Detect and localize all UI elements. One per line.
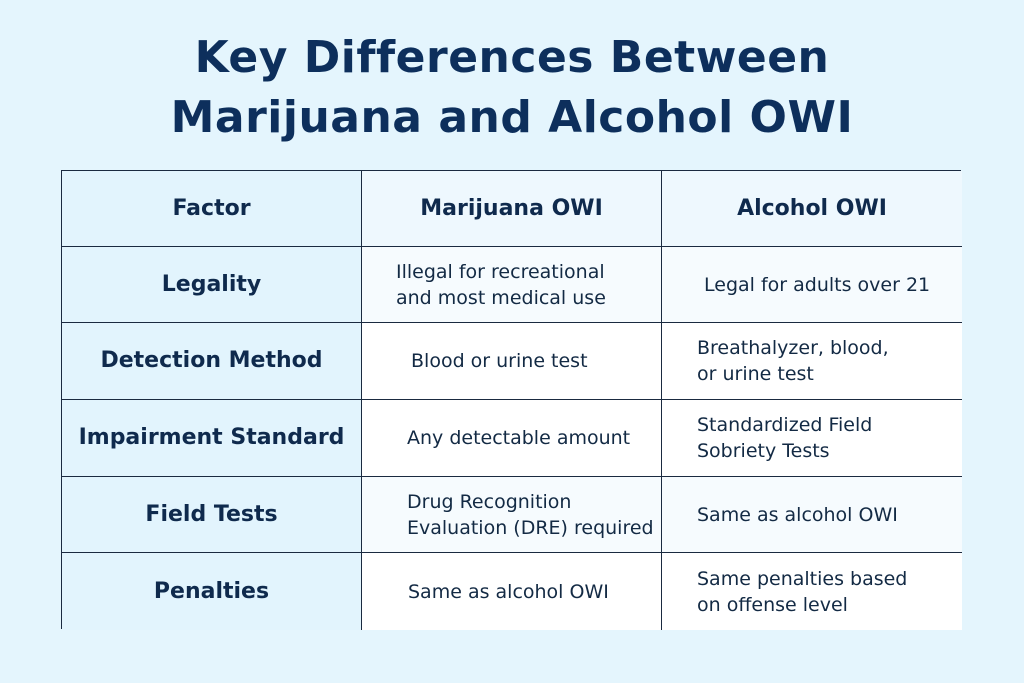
title-line-2: Marijuana and Alcohol OWI [170, 92, 854, 143]
cell-marijuana-detection-method: Blood or urine test [362, 323, 662, 400]
cell-text: Legal for adults over 21 [704, 273, 931, 296]
cell-alcohol-field-tests: Same as alcohol OWI [662, 477, 962, 553]
cell-text: Same penalties based on offense level [697, 567, 908, 616]
cell-text: Illegal for recreational and most medica… [396, 260, 606, 309]
cell-text: Any detectable amount [407, 427, 631, 449]
cell-alcohol-penalties: Same penalties based on offense level [662, 553, 962, 630]
header-factor: Factor [62, 171, 362, 247]
row-factor-impairment-standard: Impairment Standard [62, 400, 362, 477]
cell-text: Breathalyzer, blood, or urine test [697, 337, 889, 385]
cell-alcohol-detection-method: Breathalyzer, blood, or urine test [662, 323, 962, 400]
cell-marijuana-penalties: Same as alcohol OWI [362, 553, 662, 630]
cell-alcohol-legality: Legal for adults over 21 [662, 247, 962, 323]
cell-text: Blood or urine test [411, 350, 588, 372]
cell-text: Standardized Field Sobriety Tests [697, 414, 873, 462]
header-alcohol-owi: Alcohol OWI [662, 171, 962, 247]
row-factor-penalties: Penalties [62, 553, 362, 630]
row-factor-legality: Legality [62, 247, 362, 323]
cell-marijuana-field-tests: Drug Recognition Evaluation (DRE) requir… [362, 477, 662, 553]
cell-text: Same as alcohol OWI [408, 580, 609, 603]
cell-text: Same as alcohol OWI [697, 503, 898, 526]
cell-marijuana-legality: Illegal for recreational and most medica… [362, 247, 662, 323]
header-marijuana-owi: Marijuana OWI [362, 171, 662, 247]
row-factor-detection-method: Detection Method [62, 323, 362, 400]
cell-alcohol-impairment-standard: Standardized Field Sobriety Tests [662, 400, 962, 477]
comparison-table: Factor Marijuana OWI Alcohol OWI Legalit… [61, 170, 962, 630]
cell-text: Drug Recognition Evaluation (DRE) requir… [407, 490, 654, 539]
cell-marijuana-impairment-standard: Any detectable amount [362, 400, 662, 477]
page-title: Key Differences Between Marijuana and Al… [0, 28, 1024, 148]
title-line-1: Key Differences Between [194, 32, 830, 83]
row-factor-field-tests: Field Tests [62, 477, 362, 553]
